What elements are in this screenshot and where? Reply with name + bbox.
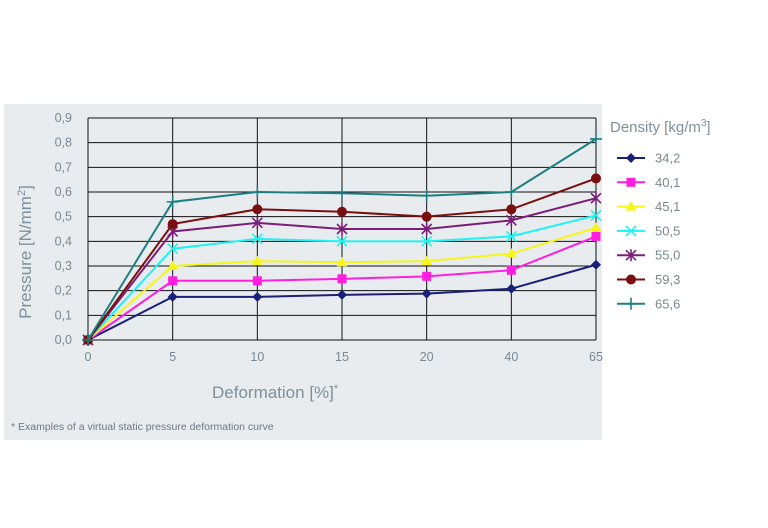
data-point [421,255,433,266]
x-tick-label: 65 [589,350,603,364]
series-65-6 [82,132,602,346]
x-tick-labels: 0 5 10 15 20 40 65 [85,350,603,364]
x-tick-label: 15 [335,350,349,364]
data-point [336,187,348,200]
y-tick-label: 0,4 [55,234,72,248]
data-point [421,235,433,247]
x-tick-label: 20 [420,350,434,364]
footnote: * Examples of a virtual static pressure … [11,421,274,433]
data-point [252,276,262,286]
data-point [82,334,94,346]
legend-label: 45,1 [655,199,680,214]
x-tick-label: 10 [250,350,264,364]
data-point [590,132,602,145]
data-point [626,153,636,163]
legend-item: 40,1 [617,175,680,190]
legend: 34,2 40,1 45,1 50,5 55,0 59,3 65,6 [617,151,680,311]
y-tick-label: 0,8 [55,136,72,150]
data-point [422,271,432,281]
data-point [168,276,178,286]
data-point [505,230,517,242]
data-point [167,291,178,302]
y-tick-label: 0,3 [55,259,72,273]
legend-label: 50,5 [655,223,680,238]
data-point [625,297,637,310]
data-point [625,201,637,211]
data-point [591,231,601,241]
data-point [167,260,179,270]
y-tick-labels: 0,0 0,1 0,2 0,3 0,4 0,5 0,6 0,7 0,8 0,9 [55,111,72,347]
legend-label: 40,1 [655,175,680,190]
data-point [337,289,347,300]
chart-panel [4,104,602,440]
legend-item: 45,1 [617,199,680,214]
legend-label: 65,6 [655,296,680,311]
series-lines [82,132,602,346]
legend-item: 34,2 [617,151,680,166]
data-point [625,249,637,262]
data-point [590,222,602,232]
data-point [625,225,637,237]
y-tick-label: 0,5 [55,210,72,224]
data-point [251,255,263,266]
y-axis-title: Pressure [N/mm2] [16,185,35,319]
legend-item: 65,6 [617,296,680,311]
x-axis-title: Deformation [%]* [212,383,339,402]
data-point [251,216,263,229]
y-tick-label: 0,9 [55,111,72,125]
legend-label: 34,2 [655,151,680,166]
y-tick-label: 0,2 [55,284,72,298]
data-point [506,204,517,215]
data-point [167,219,178,230]
data-point [337,206,347,217]
data-point [251,233,263,245]
data-point [626,177,636,187]
x-tick-label: 40 [504,350,518,364]
y-tick-label: 0,0 [55,333,72,347]
legend-label: 55,0 [655,248,680,263]
data-point [421,223,433,235]
legend-title: Density [kg/m3] [610,118,711,136]
legend-label: 59,3 [655,272,680,287]
data-point [420,189,433,202]
data-point [252,291,263,302]
data-point [251,186,264,198]
data-point [590,192,602,205]
data-point [591,259,601,270]
data-point [421,288,432,299]
data-point [421,211,432,222]
x-tick-label: 5 [169,350,176,364]
series-59-3 [83,173,601,345]
data-point [336,235,348,247]
data-point [336,223,348,235]
data-point [626,274,636,285]
data-point [337,274,347,284]
data-point [166,195,179,208]
data-point [252,204,263,215]
data-point [506,283,517,294]
y-tick-label: 0,6 [55,185,72,199]
y-tick-label: 0,7 [55,160,72,174]
x-tick-label: 0 [85,350,92,364]
data-point [590,209,602,221]
data-point [505,186,518,198]
legend-item: 50,5 [617,223,680,238]
data-point [505,248,517,258]
data-point [505,214,517,227]
data-point [506,265,516,275]
data-point [336,256,348,267]
data-point [167,243,179,255]
data-point [591,173,601,184]
y-tick-label: 0,1 [55,308,72,322]
legend-item: 59,3 [617,272,680,287]
legend-item: 55,0 [617,248,680,263]
